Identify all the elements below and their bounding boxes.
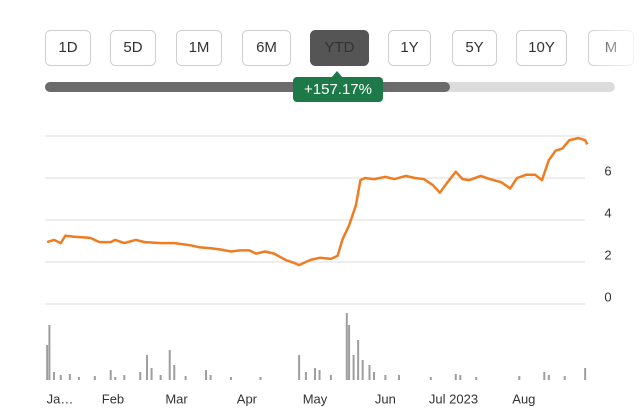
range-button[interactable]: 1Y: [388, 30, 431, 66]
volume-bar: [59, 375, 62, 380]
x-tick-label: Jun: [375, 391, 396, 406]
volume-bar: [173, 365, 176, 380]
button-label[interactable]: 1D: [58, 39, 77, 56]
volume-bar: [209, 375, 212, 380]
button-frame[interactable]: [176, 30, 222, 66]
volume-bar: [304, 372, 307, 380]
button-frame[interactable]: [452, 30, 497, 66]
price-line: [46, 136, 589, 267]
x-tick-label: Mar: [165, 391, 188, 406]
y-tick-label: 4: [604, 205, 611, 220]
pill-pointer: [331, 71, 343, 78]
volume-bar: [584, 368, 587, 380]
volume-bar: [384, 375, 387, 380]
y-tick-label: 0: [604, 289, 611, 304]
button-frame[interactable]: [388, 30, 431, 66]
volume-bar: [345, 313, 348, 380]
x-tick-label: Ja…: [47, 391, 74, 406]
button-frame[interactable]: [110, 30, 156, 66]
change-label: +157.17%: [304, 81, 372, 98]
volume-bar: [459, 375, 462, 380]
volume-bar: [205, 370, 208, 380]
y-tick-label: 6: [604, 163, 611, 178]
volume-bar: [361, 360, 364, 380]
volume-bar: [48, 325, 51, 380]
volume-bar: [368, 365, 371, 380]
volume-bar: [68, 374, 71, 380]
range-button[interactable]: YTD: [310, 30, 369, 66]
volume-bar: [547, 375, 550, 380]
button-label[interactable]: 5D: [123, 39, 142, 56]
change-pill: [293, 77, 383, 102]
y-tick-label: 2: [604, 247, 611, 262]
volume-bar: [109, 370, 112, 380]
button-frame[interactable]: [242, 30, 291, 66]
volume-bar: [429, 377, 432, 380]
range-button[interactable]: 10Y: [516, 30, 567, 66]
volume-bar: [352, 355, 355, 380]
button-frame[interactable]: [310, 30, 369, 66]
button-label[interactable]: 1M: [189, 39, 210, 56]
volume-bar: [139, 372, 142, 380]
volume-bar: [298, 355, 301, 380]
volume-bar: [184, 376, 187, 380]
volume-bar: [563, 376, 566, 380]
button-label[interactable]: 5Y: [465, 39, 483, 56]
range-button[interactable]: 1M: [176, 30, 222, 66]
button-label[interactable]: 10Y: [528, 39, 555, 56]
volume-bar: [168, 350, 171, 380]
volume-bar: [52, 372, 55, 380]
volume-bar: [259, 377, 262, 380]
volume-bar: [146, 355, 149, 380]
volume-bar: [123, 375, 126, 380]
volume-bar: [454, 374, 457, 380]
range-button[interactable]: 5D: [110, 30, 156, 66]
volume-bar: [77, 377, 80, 380]
volume-bar: [373, 372, 376, 380]
x-tick-label: Feb: [102, 391, 124, 406]
fade-edge: [585, 20, 640, 70]
volume-bar: [357, 340, 360, 380]
volume-bar: [348, 325, 351, 380]
volume-bar: [543, 372, 546, 380]
volume-bar: [329, 375, 332, 380]
x-tick-label: Jul 2023: [429, 391, 478, 406]
volume-bar: [518, 376, 521, 380]
volume-bar: [318, 370, 321, 380]
x-tick-label: Apr: [237, 391, 258, 406]
volume-bar: [150, 368, 153, 380]
button-frame[interactable]: [45, 30, 91, 66]
volume-bar: [230, 377, 233, 380]
scroll-thumb[interactable]: [45, 82, 450, 92]
x-tick-label: May: [303, 391, 328, 406]
button-label[interactable]: 6M: [256, 39, 277, 56]
volume-bar: [159, 375, 162, 380]
volume-bar: [475, 377, 478, 380]
button-label[interactable]: 1Y: [400, 39, 418, 56]
button-frame[interactable]: [516, 30, 567, 66]
button-label[interactable]: YTD: [325, 39, 355, 56]
volume-bar: [398, 375, 401, 380]
range-button[interactable]: 5Y: [452, 30, 497, 66]
x-tick-label: Aug: [512, 391, 535, 406]
range-button[interactable]: 1D: [45, 30, 91, 66]
volume-bar: [46, 345, 49, 380]
volume-bar: [93, 376, 96, 380]
volume-bar: [314, 368, 317, 380]
range-button[interactable]: 6M: [242, 30, 291, 66]
volume-bar: [114, 377, 117, 380]
